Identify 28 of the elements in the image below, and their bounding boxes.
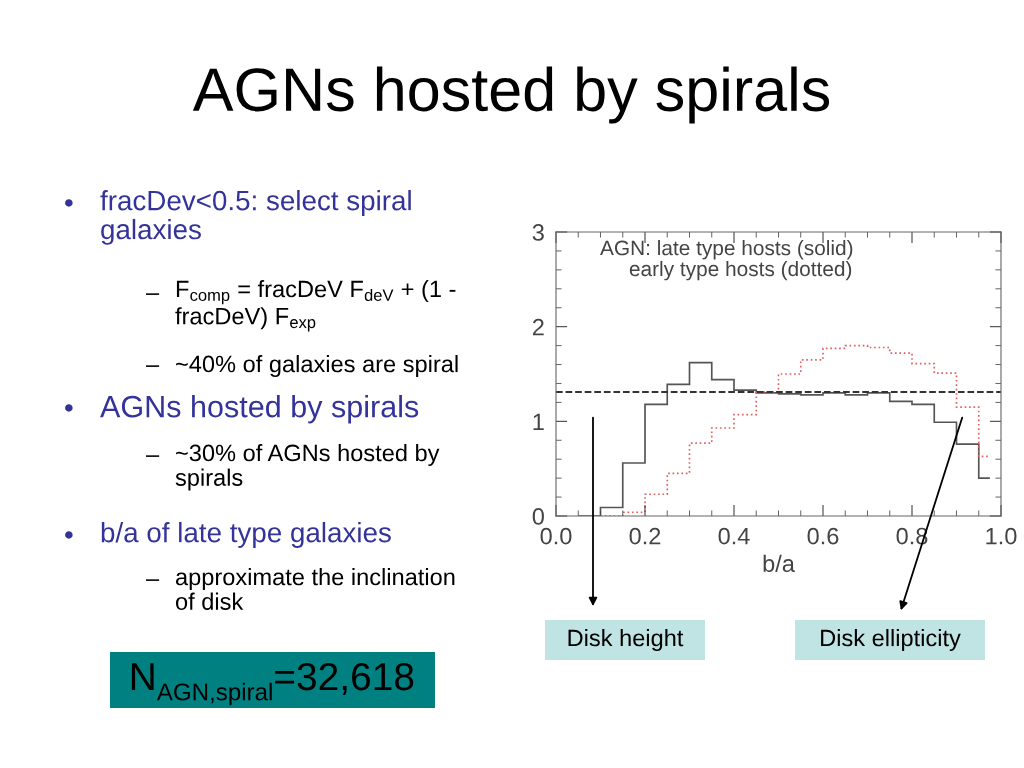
- text: –: [146, 293, 160, 295]
- text: Disk ellipticity: [821, 628, 961, 652]
- text: F$_{comp}$ = fracDeV F$_{deV}$ + (1 - fracDeV) F$_{exp}$: [175, 280, 456, 332]
- text: •: [65, 404, 73, 412]
- text: –: [146, 455, 160, 457]
- x-tick-label: 0.4: [718, 527, 750, 545]
- chart-title: AGNs hosted by spirals: [192, 66, 830, 124]
- text: Disk height: [568, 628, 684, 652]
- x-axis-title: b/a: [763, 554, 795, 573]
- x-tick-label: 0.2: [629, 527, 661, 545]
- text: AGNs hosted by spirals: [100, 395, 419, 424]
- x-tick-label: 0.6: [807, 527, 839, 545]
- x-tick-label: 0.0: [540, 527, 572, 545]
- x-tick-label: 1.0: [986, 527, 1017, 545]
- text: fracDev<0.5: select spiral galaxies: [100, 190, 411, 245]
- text: •: [65, 531, 73, 539]
- y-tick-label: 2: [532, 318, 544, 336]
- y-tick-label: 0: [532, 508, 544, 525]
- y-tick-label: 1: [533, 413, 544, 430]
- text: ~40% of galaxies are spiral: [176, 355, 458, 378]
- annotation: AGN: late type hosts (solid) early type hosts (dotted): [600, 240, 853, 281]
- y-tick-label: 3: [532, 224, 544, 241]
- text: b/a of late type galaxies: [101, 522, 391, 548]
- text: –: [146, 365, 160, 367]
- text: –: [146, 579, 160, 581]
- text: ~30% of AGNs hosted by spirals: [175, 444, 440, 491]
- text: approximate the inclination of disk: [175, 568, 455, 610]
- text: •: [65, 199, 73, 207]
